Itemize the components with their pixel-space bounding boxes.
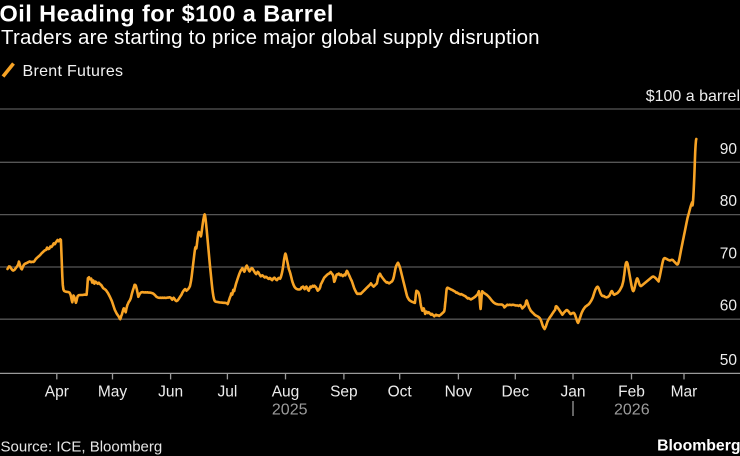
svg-text:Feb: Feb (618, 384, 645, 401)
svg-text:Bloomberg: Bloomberg (657, 438, 740, 455)
svg-text:Sep: Sep (330, 384, 358, 401)
svg-text:Source: ICE, Bloomberg: Source: ICE, Bloomberg (1, 439, 163, 456)
svg-text:50: 50 (720, 352, 738, 369)
svg-text:60: 60 (720, 298, 738, 315)
svg-text:Jan: Jan (561, 384, 586, 401)
svg-text:Jun: Jun (158, 384, 183, 401)
svg-text:70: 70 (720, 246, 738, 263)
svg-text:Nov: Nov (445, 384, 473, 401)
svg-text:80: 80 (720, 193, 738, 210)
svg-text:Jul: Jul (217, 384, 237, 401)
svg-text:Aug: Aug (272, 384, 300, 401)
svg-text:Traders are starting to price: Traders are starting to price major glob… (1, 26, 540, 49)
svg-text:Mar: Mar (671, 384, 698, 401)
svg-text:May: May (98, 384, 128, 401)
svg-text:Dec: Dec (502, 384, 530, 401)
svg-text:$100 a barrel: $100 a barrel (646, 88, 740, 105)
svg-text:2025: 2025 (272, 402, 308, 419)
svg-text:Oil Heading for $100 a Barrel: Oil Heading for $100 a Barrel (0, 1, 334, 27)
svg-text:2026: 2026 (614, 402, 650, 419)
svg-text:Apr: Apr (45, 384, 69, 401)
svg-text:90: 90 (720, 141, 738, 158)
svg-text:Brent Futures: Brent Futures (23, 63, 124, 80)
svg-text:Oct: Oct (388, 384, 413, 401)
